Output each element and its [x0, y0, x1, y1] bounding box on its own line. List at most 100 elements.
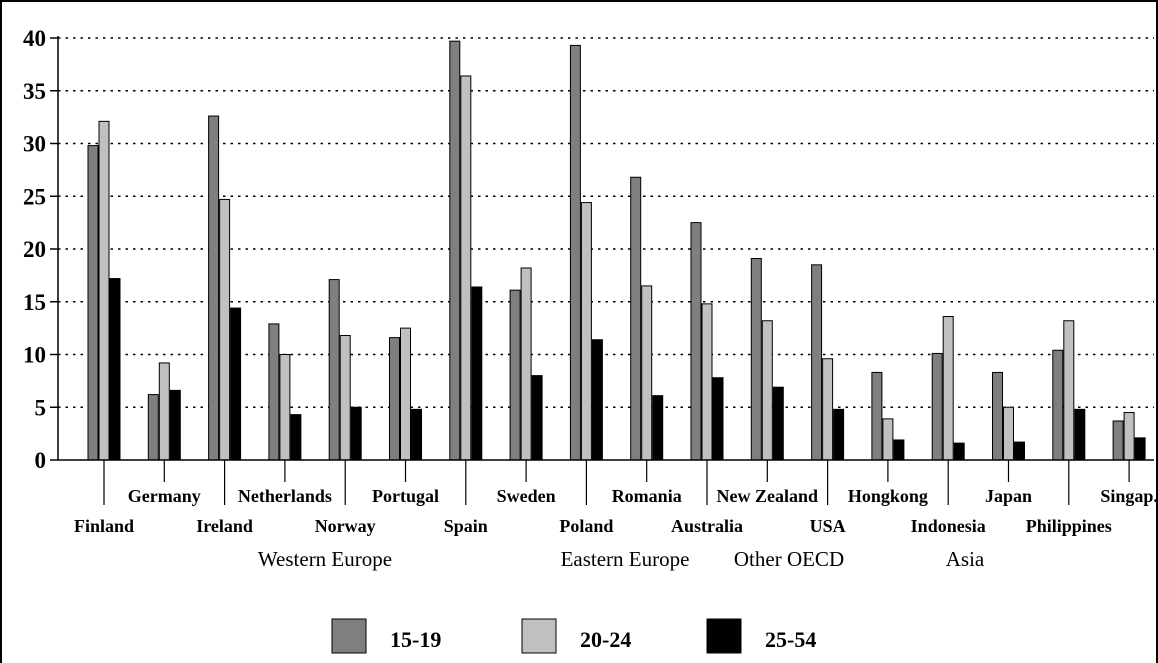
bars: [87, 40, 1146, 461]
bar-25-54-germany: [169, 389, 181, 461]
x-tick-label: Japan: [985, 486, 1032, 506]
y-tick-label: 0: [35, 448, 47, 473]
x-category-labels: Finland Germany Ireland Netherlands Norway Po…: [74, 486, 1156, 536]
bar-25-54-norway: [350, 406, 362, 461]
y-tick-label: 15: [23, 290, 46, 315]
x-tick-label: Poland: [559, 516, 613, 536]
legend-swatch-20-24: [521, 618, 557, 654]
gridlines: [58, 37, 1154, 409]
x-tick-label: Germany: [128, 486, 201, 506]
bar-25-54-new-zealand: [772, 386, 784, 461]
legend-label-25-54: 25-54: [765, 627, 816, 652]
bar-15-19-indonesia: [931, 352, 943, 461]
bar-15-19-ireland: [208, 115, 220, 461]
y-tick-label: 40: [23, 26, 46, 51]
x-tick-label: Sweden: [497, 486, 556, 506]
bar-20-24-romania: [641, 285, 653, 461]
x-tick-label: Netherlands: [238, 486, 332, 506]
y-tick-label: 30: [23, 132, 46, 157]
bar-20-24-philippines: [1063, 320, 1075, 461]
bar-25-54-romania: [652, 395, 664, 461]
bar-25-54-poland: [591, 339, 603, 461]
bar-20-24-poland: [580, 202, 592, 461]
bar-15-19-finland: [87, 145, 99, 461]
bar-15-19-sweden: [509, 289, 521, 461]
y-tick-labels: 0 5 10 15 20 25 30 35 40: [23, 26, 46, 473]
bar-20-24-japan: [1003, 406, 1014, 461]
x-tick-label: Finland: [74, 516, 134, 536]
region-labels: Western Europe Eastern Europe Other OECD As…: [258, 547, 985, 571]
region-label: Western Europe: [258, 547, 392, 571]
x-tick-label: USA: [810, 516, 846, 536]
bar-25-54-usa: [833, 408, 845, 461]
bar-15-19-portugal: [389, 337, 400, 461]
y-tick-label: 25: [23, 184, 46, 209]
region-label: Asia: [946, 547, 985, 571]
bar-25-54-philippines: [1074, 408, 1086, 461]
x-tick-label: Philippines: [1026, 516, 1112, 536]
bar-20-24-new-zealand: [761, 320, 773, 461]
x-tick-label: Norway: [315, 516, 376, 536]
bar-15-19-japan: [992, 371, 1003, 461]
bar-20-24-usa: [822, 358, 834, 461]
bar-20-24-australia: [701, 303, 713, 461]
x-tick-label: Hongkong: [848, 486, 928, 506]
bar-25-54-spain: [471, 286, 483, 461]
bar-15-19-australia: [690, 222, 702, 461]
bar-20-24-portugal: [400, 327, 411, 461]
bar-15-19-hongkong: [871, 371, 883, 461]
y-tick-label: 10: [23, 343, 46, 368]
bar-15-19-usa: [811, 264, 823, 461]
bar-15-19-norway: [328, 279, 340, 461]
x-tick-label: Singap.: [1100, 486, 1156, 506]
legend-swatch-15-19: [331, 618, 367, 654]
bar-20-24-ireland: [219, 198, 231, 461]
bar-20-24-finland: [98, 120, 110, 461]
bar-20-24-germany: [158, 362, 170, 461]
legend: 15-19 20-24 25-54: [331, 618, 816, 654]
x-tick-label: Indonesia: [911, 516, 986, 536]
legend-label-20-24: 20-24: [580, 627, 631, 652]
y-tick-label: 35: [23, 79, 46, 104]
x-tick-label: Australia: [671, 516, 743, 536]
bar-20-24-netherlands: [279, 354, 291, 461]
bar-25-54-netherlands: [290, 414, 302, 461]
bar-15-19-philippines: [1052, 349, 1064, 461]
bar-25-54-finland: [109, 278, 121, 461]
region-label: Other OECD: [734, 547, 844, 571]
bar-20-24-indonesia: [942, 316, 954, 461]
x-tick-label: New Zealand: [717, 486, 819, 506]
legend-label-15-19: 15-19: [390, 627, 441, 652]
y-tick-label: 5: [35, 395, 47, 420]
axes: [50, 36, 1154, 505]
bar-20-24-hongkong: [882, 418, 894, 461]
bar-15-19-netherlands: [268, 323, 280, 461]
bar-20-24-norway: [339, 335, 351, 461]
bar-25-54-singap-: [1134, 437, 1146, 461]
bar-25-54-ireland: [230, 307, 242, 461]
legend-swatch-25-54: [706, 618, 742, 654]
bar-25-54-indonesia: [953, 442, 965, 461]
bar-20-24-spain: [460, 75, 472, 461]
bar-20-24-singap-: [1123, 412, 1135, 461]
bar-15-19-spain: [449, 40, 461, 461]
bar-25-54-portugal: [411, 408, 422, 461]
bar-25-54-japan: [1014, 441, 1025, 461]
bar-20-24-sweden: [520, 267, 532, 461]
bar-25-54-australia: [712, 377, 724, 461]
x-tick-label: Spain: [444, 516, 488, 536]
bar-15-19-singap-: [1112, 420, 1124, 461]
region-label: Eastern Europe: [561, 547, 690, 571]
bar-15-19-new-zealand: [750, 257, 762, 461]
bar-15-19-romania: [630, 176, 642, 461]
y-tick-label: 20: [23, 237, 46, 262]
x-tick-label: Romania: [612, 486, 682, 506]
x-tick-label: Ireland: [196, 516, 253, 536]
bar-15-19-poland: [569, 44, 581, 461]
bar-25-54-hongkong: [893, 439, 905, 461]
bar-15-19-germany: [147, 394, 159, 461]
bar-25-54-sweden: [531, 375, 543, 461]
x-tick-label: Portugal: [372, 486, 439, 506]
